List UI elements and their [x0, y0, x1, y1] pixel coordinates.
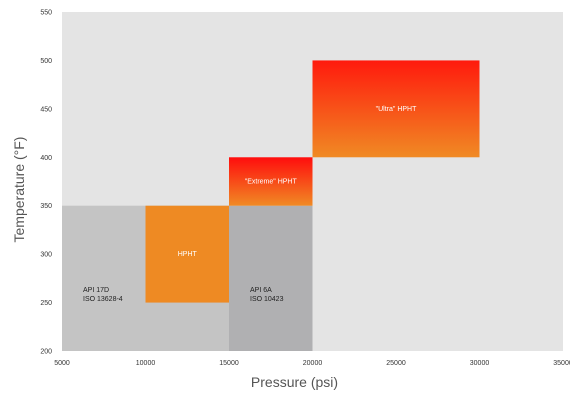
x-tick-label: 10000	[136, 360, 156, 367]
zone-label-0: API 17D ISO 13628-4	[83, 287, 123, 303]
zone-label-line: ISO 10423	[250, 296, 284, 303]
x-tick-label: 30000	[470, 360, 490, 367]
y-tick-label: 550	[40, 10, 52, 17]
zones-layer: API 17D ISO 13628-4 API 6A ISO 10423 HPHT "Ex…	[62, 60, 480, 351]
y-tick-label: 350	[40, 203, 52, 210]
y-axis-title: Temperature (°F)	[11, 137, 27, 243]
zone-3	[229, 157, 313, 206]
y-tick-label: 250	[40, 300, 52, 307]
zone-label-line: API 6A	[250, 287, 272, 294]
y-tick-label: 200	[40, 349, 52, 356]
zone-label-4: "Ultra" HPHT	[376, 106, 417, 113]
y-tick-label: 300	[40, 252, 52, 259]
y-tick-label: 500	[40, 58, 52, 65]
x-tick-label: 35000	[553, 360, 570, 367]
zone-label-line: "Extreme" HPHT	[245, 179, 298, 186]
x-axis-title: Pressure (psi)	[251, 374, 338, 390]
zone-label-3: "Extreme" HPHT	[245, 179, 298, 186]
zone-label-line: ISO 13628-4	[83, 296, 123, 303]
x-axis-ticks: 5000 10000 15000 20000 25000 30000 35000	[54, 360, 570, 367]
zone-label-2: HPHT	[178, 251, 198, 258]
x-tick-label: 15000	[219, 360, 239, 367]
x-tick-label: 25000	[386, 360, 406, 367]
zone-label-line: "Ultra" HPHT	[376, 106, 417, 113]
y-tick-label: 450	[40, 106, 52, 113]
x-tick-label: 20000	[303, 360, 323, 367]
y-axis-ticks: 200 250 300 350 400 450 500 550	[40, 10, 52, 356]
zone-1	[229, 205, 313, 351]
zone-4	[312, 60, 480, 158]
zone-label-1: API 6A ISO 10423	[250, 287, 284, 303]
x-tick-label: 5000	[54, 360, 70, 367]
y-tick-label: 400	[40, 155, 52, 162]
zone-label-line: HPHT	[178, 251, 198, 258]
zone-label-line: API 17D	[83, 287, 109, 294]
zone-2	[145, 205, 229, 303]
